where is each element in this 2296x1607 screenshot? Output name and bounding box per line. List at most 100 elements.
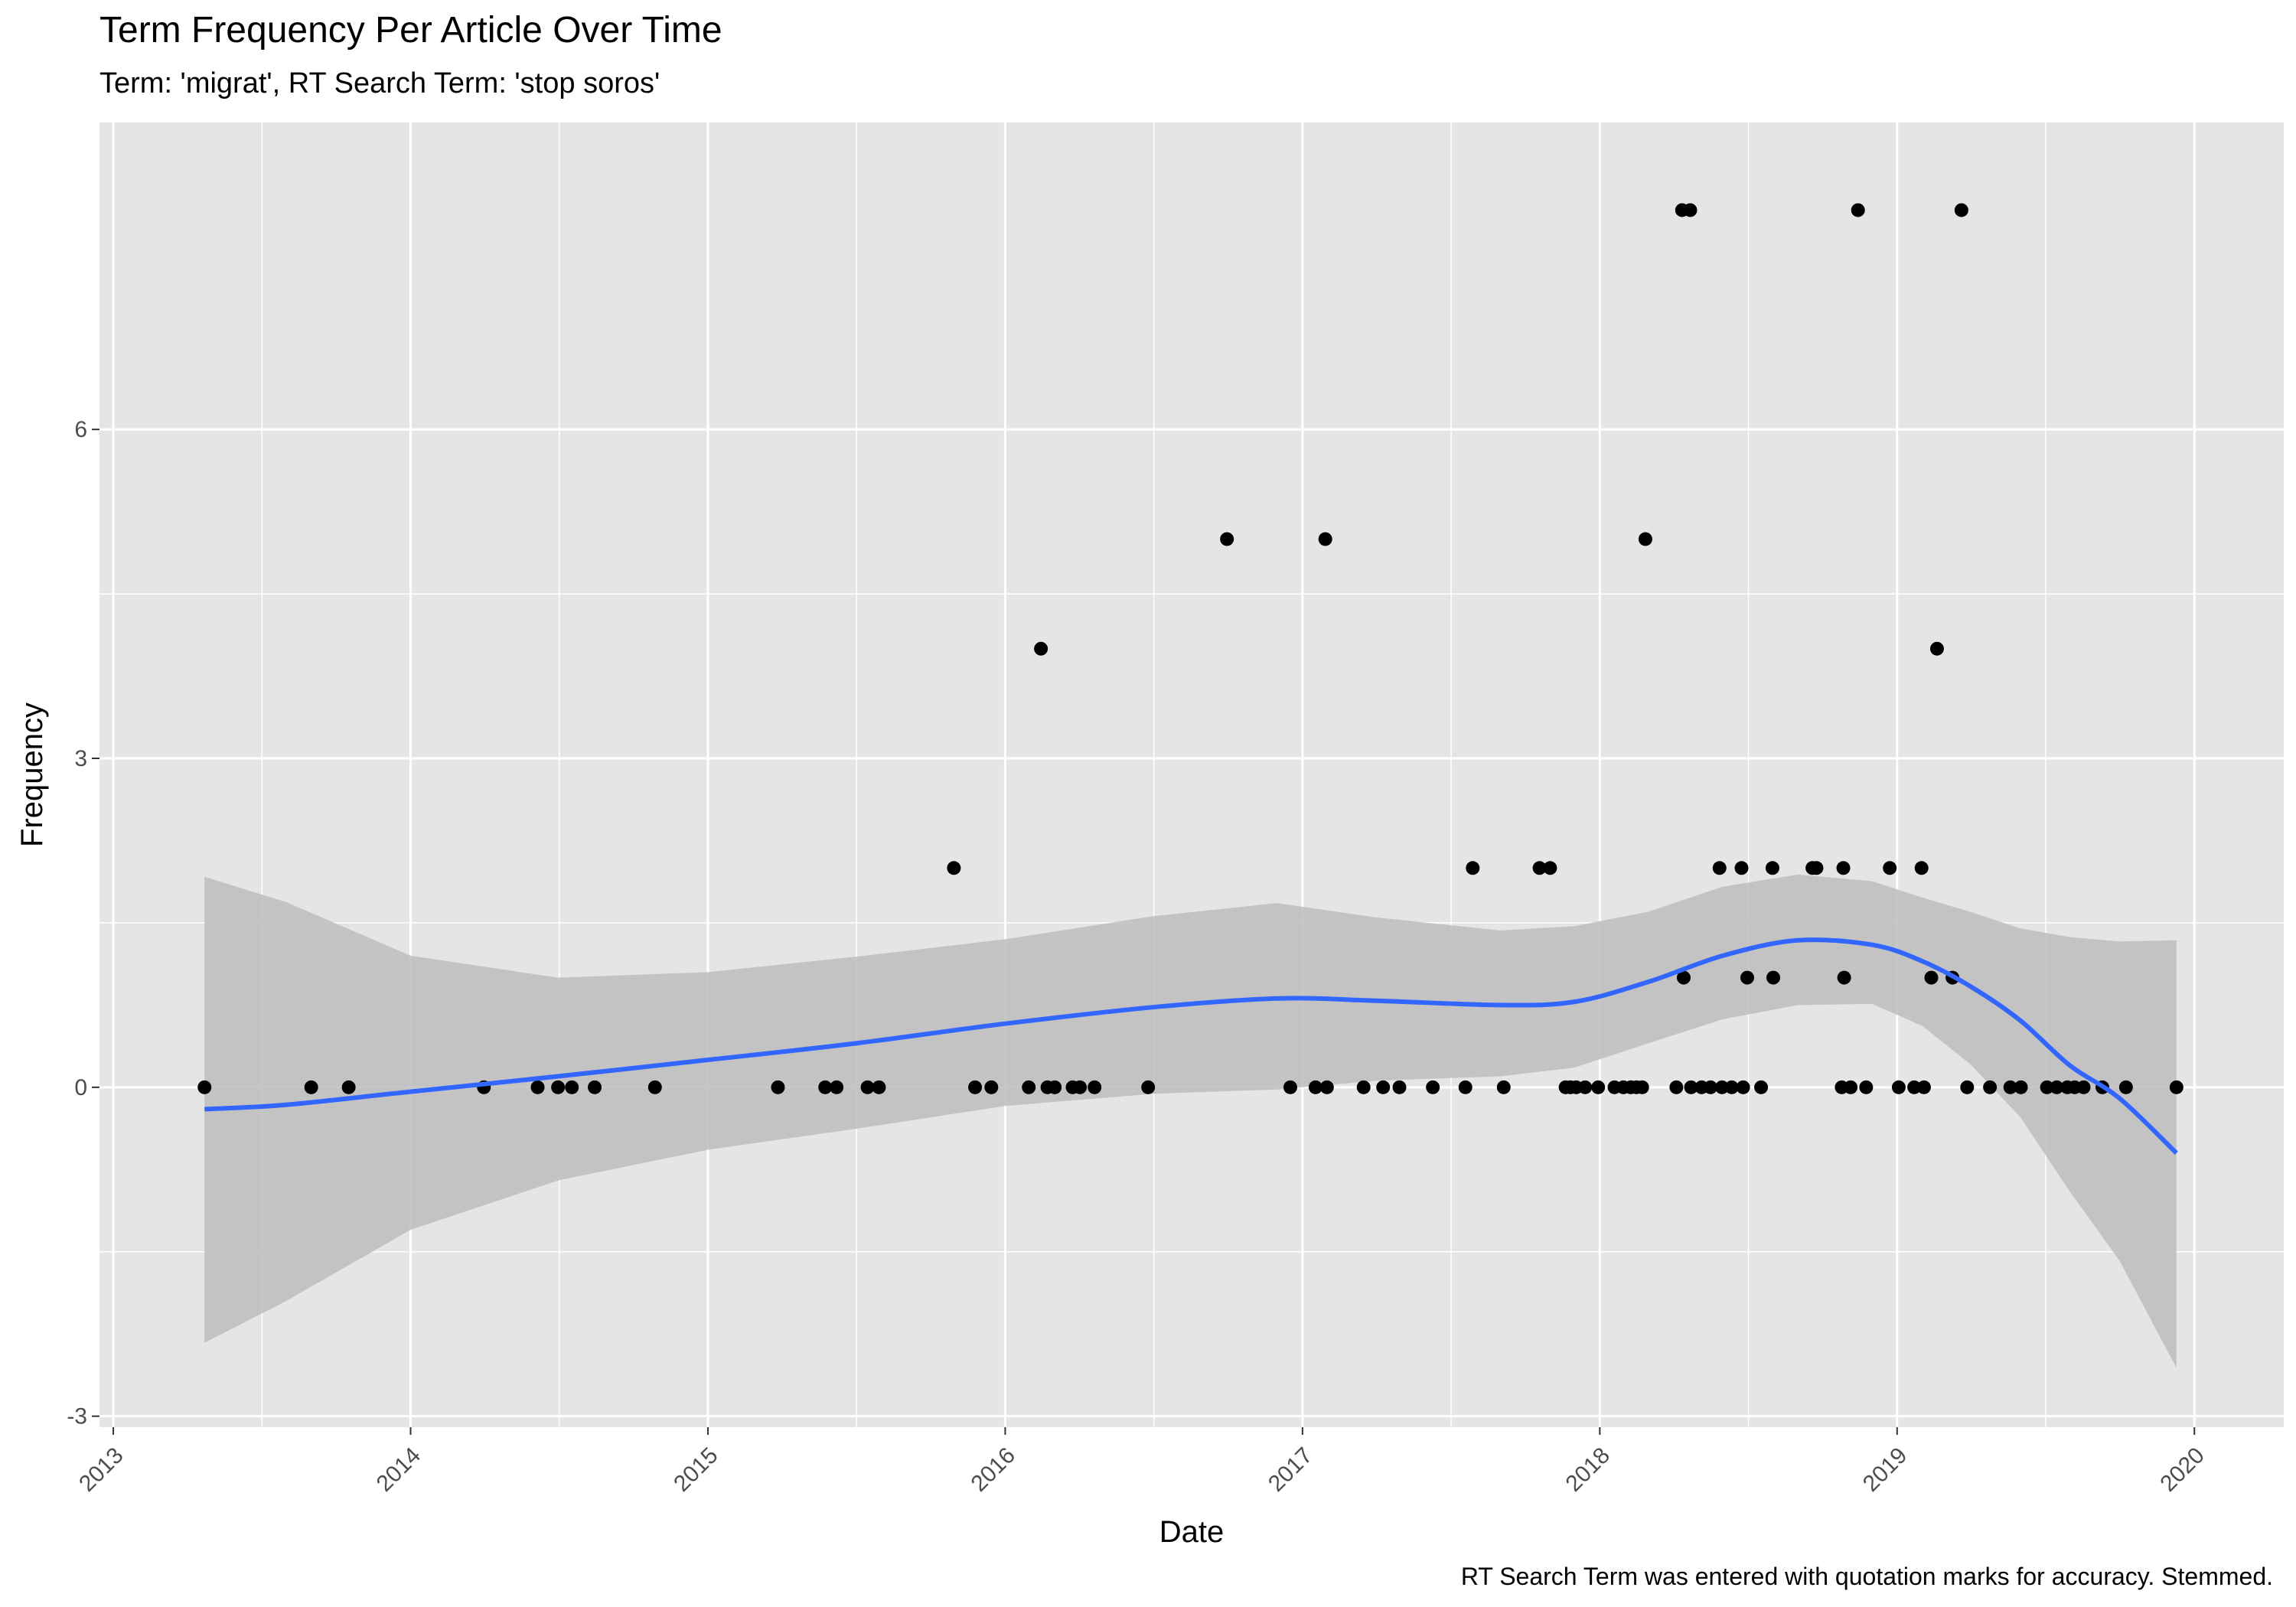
x-axis: 2013 2014 2015 2016 2017 2018 2019 2020 [74,1427,2210,1497]
data-point [872,1080,886,1094]
data-point [1844,1080,1858,1094]
data-point [1532,861,1547,875]
data-point [1319,1080,1334,1094]
data-point [2169,1080,2183,1094]
data-point [830,1080,844,1094]
data-point [1724,1080,1739,1094]
data-point [1220,532,1234,546]
data-point [1426,1080,1440,1094]
data-point [1734,861,1749,875]
data-point [1141,1080,1156,1094]
y-tick-label: -3 [67,1404,87,1429]
data-point [1591,1080,1606,1094]
x-tick-label: 2019 [1858,1442,1913,1497]
data-point [1283,1080,1297,1094]
data-point [1392,1080,1407,1094]
chart-subtitle: Term: 'migrat', RT Search Term: 'stop so… [99,67,660,99]
x-tick-label: 2015 [669,1442,723,1497]
y-axis: -3 0 3 6 [67,417,99,1429]
x-tick-label: 2018 [1561,1442,1615,1497]
data-point [1924,970,1939,985]
data-point [1859,1080,1874,1094]
data-point [818,1080,833,1094]
data-point [1714,1080,1729,1094]
x-tick-label: 2016 [967,1442,1021,1497]
major-gridlines [99,122,2284,1427]
data-point [1048,1080,1062,1094]
data-point [2014,1080,2028,1094]
data-point [1683,203,1698,217]
data-points [197,203,2183,1094]
data-point [1837,970,1851,985]
plot-panel [99,122,2284,1427]
y-axis-title: Frequency [15,702,49,847]
data-point [1754,1080,1769,1094]
data-point [1914,861,1929,875]
data-point [860,1080,875,1094]
x-tick-label: 2014 [372,1442,426,1497]
data-point [1809,861,1824,875]
data-point [647,1080,662,1094]
data-point [1983,1080,1998,1094]
data-point [551,1080,566,1094]
data-point [1088,1080,1102,1094]
data-point [1704,1080,1718,1094]
data-point [1684,1080,1698,1094]
data-point [1960,1080,1975,1094]
data-point [1676,970,1691,985]
data-point [1954,203,1968,217]
data-point [1712,861,1727,875]
data-point [1318,532,1332,546]
x-tick-label: 2013 [74,1442,129,1497]
data-point [1578,1080,1593,1094]
data-point [1356,1080,1371,1094]
data-point [304,1080,318,1094]
chart-title: Term Frequency Per Article Over Time [99,10,722,51]
data-point [984,1080,999,1094]
data-point [588,1080,602,1094]
data-point [341,1080,356,1094]
data-point [1929,641,1944,656]
data-point [1543,861,1557,875]
data-point [1466,861,1480,875]
data-point [1308,1080,1322,1094]
smooth-line [204,937,2178,1155]
data-point [1851,203,1865,217]
x-tick-label: 2017 [1264,1442,1318,1497]
data-point [1916,1080,1931,1094]
y-tick-label: 6 [74,417,87,442]
data-point [2076,1080,2091,1094]
data-point [1458,1080,1473,1094]
data-point [1496,1080,1511,1094]
data-point [1638,532,1652,546]
data-point [197,1080,212,1094]
data-point [1736,1080,1750,1094]
x-tick-label: 2020 [2155,1442,2210,1497]
data-point [1073,1080,1088,1094]
data-point [1669,1080,1684,1094]
chart-caption: RT Search Term was entered with quotatio… [1460,1563,2273,1590]
data-point [2003,1080,2017,1094]
confidence-ribbon [204,874,2177,1368]
data-point [1766,970,1781,985]
data-point [2050,1080,2064,1094]
data-point [947,861,961,875]
data-point [1034,641,1049,656]
data-point [565,1080,579,1094]
data-point [1022,1080,1036,1094]
data-point [530,1080,545,1094]
data-point [1907,1080,1922,1094]
y-tick-label: 0 [74,1075,87,1100]
data-point [1376,1080,1391,1094]
data-point [1836,861,1851,875]
data-point [771,1080,785,1094]
data-point [1765,861,1779,875]
x-axis-title: Date [1159,1515,1225,1549]
data-point [1891,1080,1906,1094]
y-tick-label: 3 [74,746,87,771]
data-point [1740,970,1754,985]
data-point [2040,1080,2054,1094]
data-point [2118,1080,2133,1094]
data-point [968,1080,983,1094]
